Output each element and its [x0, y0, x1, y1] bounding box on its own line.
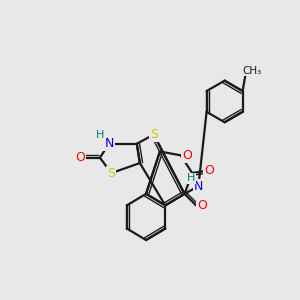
Text: H: H [96, 130, 104, 140]
Text: H: H [187, 173, 195, 184]
Text: N: N [104, 137, 114, 150]
Text: N: N [194, 180, 203, 193]
Text: S: S [150, 128, 158, 141]
Text: O: O [204, 164, 214, 177]
Text: CH₃: CH₃ [243, 66, 262, 76]
Text: O: O [197, 199, 207, 212]
Text: S: S [107, 167, 116, 180]
Text: O: O [182, 149, 192, 162]
Text: O: O [75, 151, 85, 164]
